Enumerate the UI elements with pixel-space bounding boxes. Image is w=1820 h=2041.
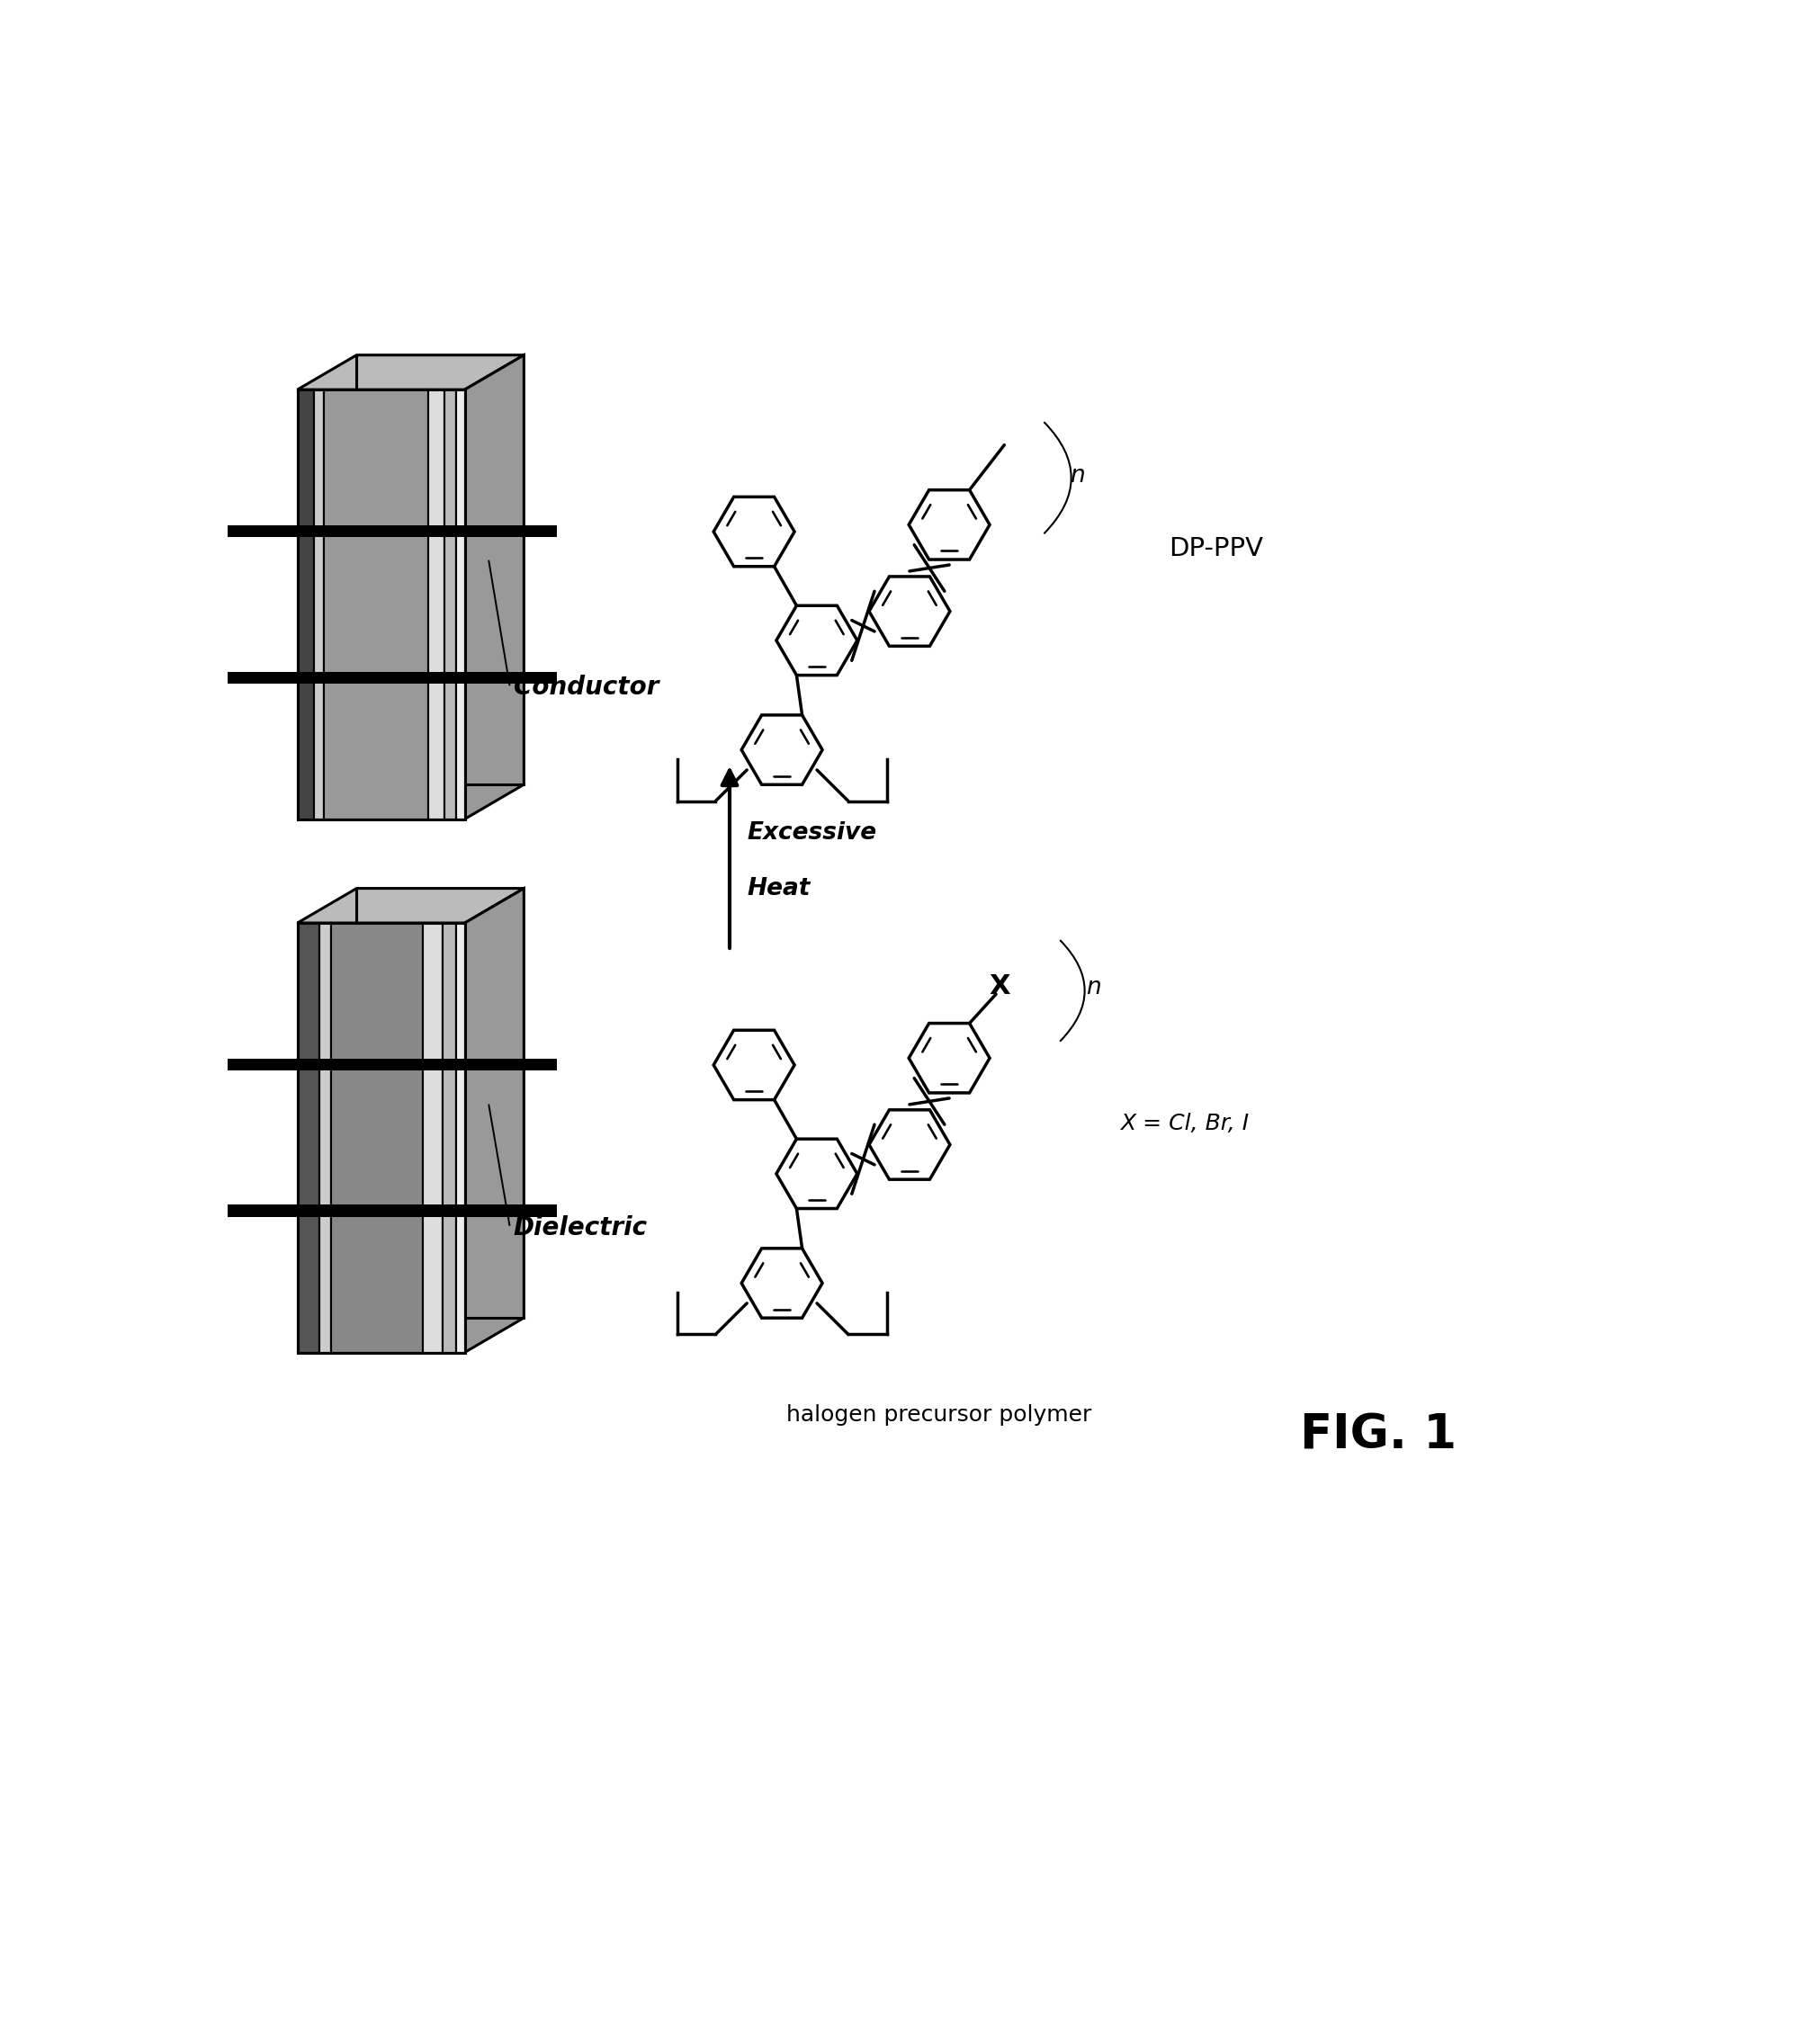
- Bar: [444, 390, 457, 818]
- Bar: [297, 390, 464, 818]
- Bar: [428, 390, 444, 818]
- Text: Heat: Heat: [746, 878, 810, 900]
- Text: X: X: [988, 974, 1010, 998]
- Bar: [206, 671, 557, 684]
- Polygon shape: [297, 888, 524, 923]
- Bar: [297, 923, 464, 1353]
- Bar: [206, 525, 557, 537]
- Polygon shape: [464, 888, 524, 1353]
- Bar: [206, 1059, 557, 1072]
- Text: halogen precursor polymer: halogen precursor polymer: [786, 1404, 1090, 1425]
- Bar: [422, 923, 442, 1353]
- Text: n: n: [1070, 465, 1085, 488]
- Text: X = Cl, Br, I: X = Cl, Br, I: [1119, 1112, 1249, 1135]
- Polygon shape: [297, 355, 524, 390]
- Polygon shape: [464, 355, 524, 818]
- Bar: [331, 923, 422, 1353]
- Bar: [457, 923, 464, 1353]
- Bar: [442, 923, 457, 1353]
- Bar: [324, 390, 428, 818]
- Text: FIG. 1: FIG. 1: [1299, 1412, 1456, 1459]
- Bar: [318, 923, 331, 1353]
- Text: n: n: [1085, 976, 1101, 998]
- Text: Excessive: Excessive: [746, 820, 875, 845]
- Bar: [297, 923, 318, 1353]
- Text: DP-PPV: DP-PPV: [1168, 537, 1263, 561]
- Bar: [313, 390, 324, 818]
- Bar: [206, 1204, 557, 1216]
- Text: Conductor: Conductor: [513, 676, 659, 700]
- Bar: [297, 390, 313, 818]
- Bar: [457, 390, 464, 818]
- Text: Dielectric: Dielectric: [513, 1214, 648, 1241]
